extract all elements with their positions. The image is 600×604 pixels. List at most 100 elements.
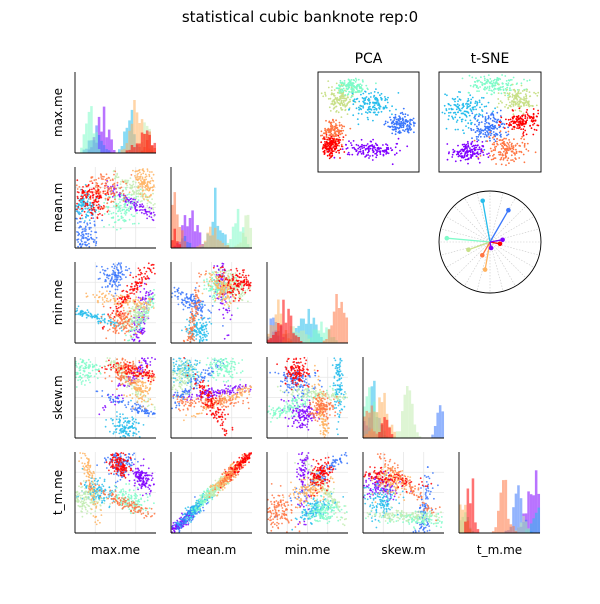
data-point	[242, 403, 244, 405]
data-point	[126, 296, 128, 298]
histogram-max.me	[75, 72, 156, 153]
data-point	[304, 417, 306, 419]
data-point	[147, 170, 149, 172]
data-point	[196, 360, 198, 362]
data-point	[230, 367, 232, 369]
data-point	[94, 314, 96, 316]
data-point	[127, 180, 129, 182]
data-point	[127, 297, 129, 299]
histogram-bar	[237, 244, 240, 248]
data-point	[129, 293, 131, 295]
data-point	[80, 202, 82, 204]
data-point	[215, 284, 217, 286]
data-point	[149, 388, 151, 390]
data-point	[141, 203, 143, 205]
data-point	[112, 420, 114, 422]
data-point	[113, 194, 115, 196]
data-point	[77, 196, 79, 198]
data-point	[250, 386, 252, 388]
data-point	[110, 193, 112, 195]
data-point	[148, 207, 150, 209]
data-point	[184, 297, 186, 299]
data-point	[181, 291, 183, 293]
data-point	[81, 208, 83, 210]
data-point	[139, 169, 141, 171]
data-point	[120, 311, 122, 313]
data-point	[123, 394, 125, 396]
data-point	[179, 360, 181, 362]
data-point	[135, 170, 137, 172]
data-point	[207, 370, 209, 372]
data-point	[82, 205, 84, 207]
data-point	[302, 423, 304, 425]
data-point	[82, 231, 84, 233]
data-point	[149, 375, 151, 377]
data-point	[92, 191, 94, 193]
data-point	[183, 419, 185, 421]
data-point	[116, 358, 118, 360]
data-point	[205, 321, 207, 323]
data-point	[200, 379, 202, 381]
data-point	[194, 318, 196, 320]
data-point	[137, 330, 139, 332]
histogram-bar	[302, 331, 305, 344]
data-point	[223, 375, 225, 377]
data-point	[238, 282, 240, 284]
data-point	[75, 377, 77, 379]
histogram-bar	[297, 337, 300, 343]
data-point	[121, 187, 123, 189]
data-point	[185, 371, 187, 373]
histogram-bar	[184, 241, 187, 248]
data-point	[129, 187, 131, 189]
data-point	[99, 272, 101, 274]
data-point	[235, 398, 237, 400]
data-point	[218, 395, 220, 397]
data-point	[226, 390, 228, 392]
data-point	[134, 432, 136, 434]
data-point	[108, 394, 110, 396]
data-point	[206, 278, 208, 280]
data-point	[242, 292, 244, 294]
data-point	[117, 362, 119, 364]
data-point	[233, 287, 235, 289]
data-point	[118, 433, 120, 435]
data-point	[122, 181, 124, 183]
data-point	[109, 357, 111, 359]
data-point	[183, 369, 185, 371]
data-point	[140, 298, 142, 300]
data-point	[132, 317, 134, 319]
data-point	[219, 292, 221, 294]
data-point	[224, 293, 226, 295]
data-point	[94, 376, 96, 378]
data-point	[110, 322, 112, 324]
data-point	[218, 368, 220, 370]
data-point	[190, 298, 192, 300]
data-point	[125, 363, 127, 365]
data-point	[241, 359, 243, 361]
data-point	[207, 318, 209, 320]
data-point	[116, 411, 118, 413]
data-point	[107, 211, 109, 213]
data-point	[101, 220, 103, 222]
data-point	[211, 374, 213, 376]
data-point	[189, 403, 191, 405]
data-point	[190, 339, 192, 341]
data-point	[230, 319, 232, 321]
data-point	[239, 379, 241, 381]
data-point	[88, 246, 90, 248]
data-point	[222, 291, 224, 293]
data-point	[92, 217, 94, 219]
data-point	[122, 302, 124, 304]
data-point	[109, 211, 111, 213]
data-point	[145, 408, 147, 410]
data-point	[188, 390, 190, 392]
data-point	[111, 360, 113, 362]
histogram-mean.m	[171, 167, 252, 248]
scatter-skew.m-vs-max.me	[75, 357, 156, 438]
data-point	[118, 332, 120, 334]
data-point	[183, 409, 185, 411]
histogram-bar	[194, 231, 197, 248]
data-point	[151, 177, 153, 179]
data-point	[226, 289, 228, 291]
data-point	[134, 403, 136, 405]
